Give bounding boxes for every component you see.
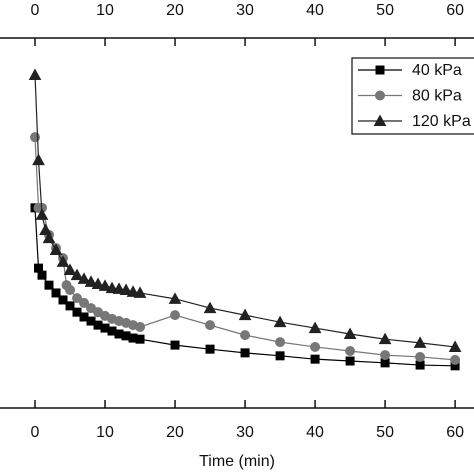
- x-tick-label: 40: [306, 424, 324, 441]
- marker: [168, 292, 182, 304]
- marker: [413, 336, 427, 348]
- x-tick-label-top: 10: [96, 2, 114, 19]
- marker: [240, 348, 250, 358]
- x-tick-label: 60: [446, 424, 464, 441]
- marker: [51, 288, 61, 298]
- legend-marker: [375, 65, 385, 75]
- marker: [135, 321, 146, 332]
- marker: [49, 243, 63, 256]
- marker: [35, 208, 49, 220]
- marker: [28, 68, 42, 80]
- marker: [275, 351, 285, 361]
- marker: [135, 334, 145, 344]
- marker: [273, 315, 287, 328]
- x-tick-label-top: 50: [376, 2, 394, 19]
- marker: [275, 337, 286, 348]
- marker: [343, 327, 357, 339]
- marker: [448, 340, 462, 352]
- marker: [58, 295, 68, 305]
- marker: [170, 340, 180, 350]
- marker: [56, 255, 70, 267]
- marker: [205, 344, 215, 354]
- marker: [170, 310, 181, 321]
- x-tick-label-top: 30: [236, 2, 254, 19]
- marker: [415, 360, 425, 370]
- marker: [308, 321, 322, 334]
- marker: [378, 332, 392, 345]
- marker: [42, 231, 56, 244]
- legend: 40 kPa 80 kPa 120 kPa: [351, 57, 474, 135]
- marker: [91, 277, 105, 290]
- x-tick-label: 50: [376, 424, 394, 441]
- x-tick-label: 0: [31, 424, 40, 441]
- legend-label: 80 kPa: [412, 88, 462, 105]
- marker: [72, 307, 82, 317]
- marker: [119, 283, 133, 295]
- marker: [112, 282, 126, 294]
- marker: [310, 354, 320, 364]
- marker: [70, 268, 84, 281]
- marker: [77, 272, 91, 284]
- legend-marker: [373, 114, 387, 126]
- x-tick-label: 30: [236, 424, 254, 441]
- legend-label: 120 kPa: [412, 113, 471, 130]
- marker: [65, 284, 76, 295]
- marker: [310, 341, 321, 352]
- x-tick-label: 10: [96, 424, 114, 441]
- marker: [345, 356, 355, 366]
- marker: [205, 320, 216, 331]
- marker: [44, 280, 54, 290]
- marker: [203, 301, 217, 314]
- marker: [79, 297, 90, 308]
- x-tick-label-top: 0: [31, 2, 40, 19]
- marker: [133, 286, 147, 298]
- marker: [450, 354, 461, 365]
- marker: [345, 346, 356, 357]
- x-tick-label-top: 20: [166, 2, 184, 19]
- marker: [380, 350, 391, 361]
- marker: [63, 263, 77, 275]
- x-axis-label: Time (min): [199, 453, 275, 470]
- legend-label: 40 kPa: [412, 62, 462, 79]
- marker: [65, 301, 75, 311]
- x-tick-label: 20: [166, 424, 184, 441]
- x-tick-label-top: 40: [306, 2, 324, 19]
- marker: [84, 275, 98, 287]
- marker: [32, 153, 45, 166]
- marker: [39, 223, 52, 236]
- marker: [98, 279, 112, 291]
- marker: [415, 351, 426, 362]
- marker: [238, 308, 252, 321]
- marker: [37, 270, 47, 280]
- marker: [72, 293, 83, 304]
- marker: [240, 330, 251, 341]
- marker: [126, 285, 140, 297]
- legend-marker: [375, 90, 385, 101]
- x-tick-label-top: 60: [446, 2, 464, 19]
- plot-frame: [0, 37, 474, 409]
